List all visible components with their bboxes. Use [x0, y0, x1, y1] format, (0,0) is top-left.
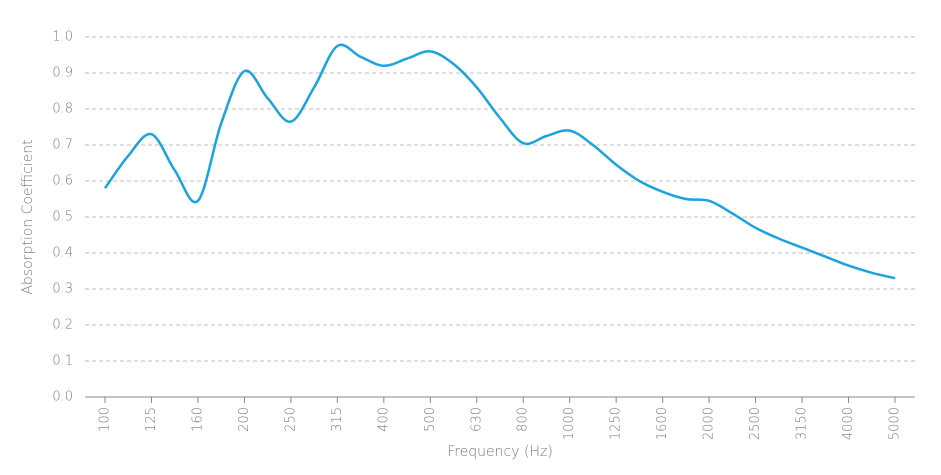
x-tick-label: 630 [469, 407, 484, 432]
y-tick-label: 0.1 [52, 354, 73, 369]
y-tick-label: 0.4 [52, 246, 73, 261]
y-tick-label: 0.2 [52, 318, 73, 333]
x-tick-label: 4000 [841, 407, 856, 440]
x-tick-label: 3150 [795, 407, 810, 440]
x-tick-label: 500 [423, 407, 438, 432]
x-tick-label: 5000 [888, 407, 903, 440]
x-tick-label: 160 [190, 407, 205, 432]
y-tick-label: 1.0 [52, 30, 73, 45]
x-tick-label: 250 [283, 407, 298, 432]
x-tick-label: 400 [376, 407, 391, 432]
x-tick-label: 125 [144, 407, 159, 432]
data-line [103, 43, 896, 280]
x-tick-label: 2000 [702, 407, 717, 440]
x-tick-label: 2500 [748, 407, 763, 440]
x-tick-label: 100 [98, 407, 113, 432]
x-tick-label: 800 [516, 407, 531, 432]
y-tick-label: 0.9 [52, 66, 73, 81]
y-tick-label: 0.7 [52, 138, 73, 153]
y-tick-label: 0.5 [52, 210, 73, 225]
x-tick-label: 315 [330, 407, 345, 432]
y-tick-label: 0.8 [52, 102, 73, 117]
x-tick-label: 1000 [562, 407, 577, 440]
y-axis-title: Absorption Coefficient [20, 139, 36, 294]
x-tick-label: 1600 [655, 407, 670, 440]
y-tick-label: 0.6 [52, 174, 73, 189]
x-tick-label: 1250 [609, 407, 624, 440]
x-tick-label: 200 [237, 407, 252, 432]
y-tick-label: 0.0 [52, 390, 73, 405]
x-axis-title: Frequency (Hz) [447, 444, 553, 460]
y-tick-label: 0.3 [52, 282, 73, 297]
